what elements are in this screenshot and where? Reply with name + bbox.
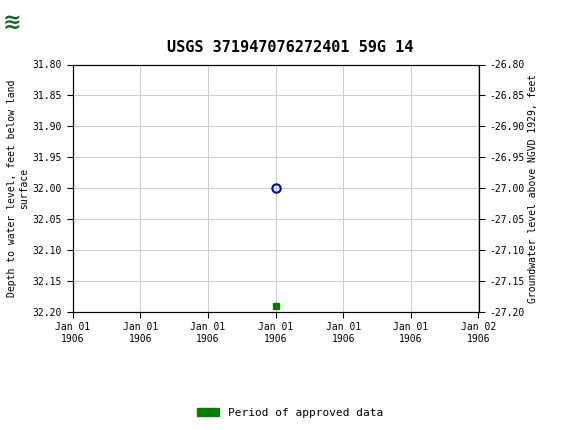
Y-axis label: Depth to water level, feet below land
surface: Depth to water level, feet below land su…: [7, 80, 28, 297]
Y-axis label: Groundwater level above NGVD 1929, feet: Groundwater level above NGVD 1929, feet: [528, 74, 538, 303]
Text: USGS: USGS: [26, 14, 81, 31]
Legend: Period of approved data: Period of approved data: [193, 403, 387, 422]
Text: USGS 371947076272401 59G 14: USGS 371947076272401 59G 14: [167, 40, 413, 55]
Text: ≋: ≋: [3, 12, 21, 33]
FancyBboxPatch shape: [3, 3, 43, 42]
